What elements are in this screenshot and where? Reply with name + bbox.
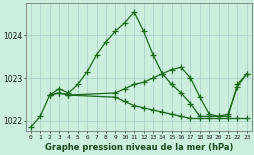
X-axis label: Graphe pression niveau de la mer (hPa): Graphe pression niveau de la mer (hPa): [44, 143, 232, 152]
